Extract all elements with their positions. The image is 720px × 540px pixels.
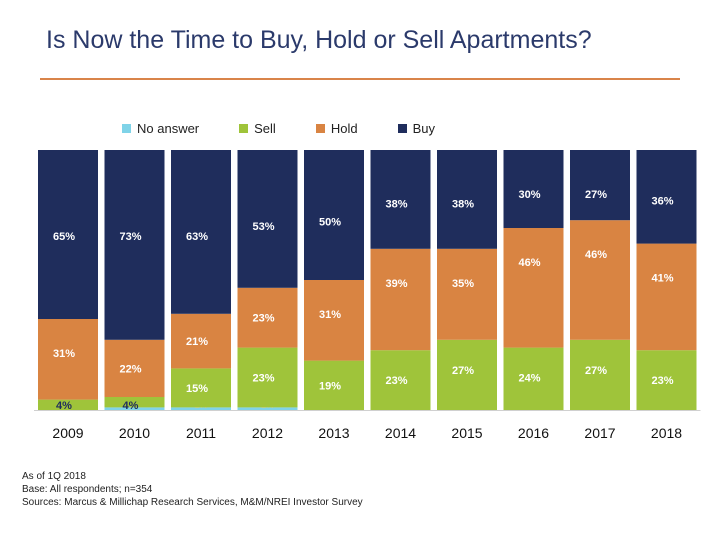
data-label-buy-2016: 30% [518, 189, 540, 201]
bar-hold-2017 [570, 220, 630, 340]
bar-sell-2015 [437, 339, 497, 410]
data-label-hold-2014: 39% [385, 278, 407, 290]
legend-label-hold: Hold [330, 121, 358, 136]
data-label-sell-2009: 4% [56, 400, 72, 412]
data-label-hold-2010: 22% [119, 363, 141, 375]
data-label-sell-2015: 27% [452, 365, 474, 377]
bar-hold-2009 [38, 319, 98, 400]
data-label-buy-2010: 73% [119, 231, 141, 243]
x-tick-label-2012: 2012 [252, 425, 283, 441]
x-tick-label-2017: 2017 [584, 425, 615, 441]
footnote-sources: Sources: Marcus & Millichap Research Ser… [22, 497, 363, 508]
data-label-buy-2011: 63% [186, 231, 208, 243]
bar-sell-2013 [304, 360, 364, 410]
x-tick-label-2018: 2018 [651, 425, 682, 441]
data-label-sell-2018: 23% [651, 375, 673, 387]
legend-swatch-hold [315, 124, 325, 133]
data-label-buy-2017: 27% [585, 189, 607, 201]
legend-label-no-answer: No answer [137, 121, 200, 136]
stacked-bar-chart: 4%31%65%20094%22%73%20101%15%21%63%20111… [34, 150, 701, 441]
data-label-buy-2014: 38% [385, 198, 407, 210]
chart-footnotes: As of 1Q 2018 Base: All respondents; n=3… [22, 470, 363, 509]
bar-no-answer-2012 [237, 407, 298, 410]
x-tick-label-2009: 2009 [52, 425, 83, 441]
bar-buy-2012 [237, 150, 298, 288]
data-label-buy-2018: 36% [651, 195, 673, 207]
bar-sell-2018 [636, 350, 697, 410]
data-label-hold-2011: 21% [186, 336, 208, 348]
bar-sell-2009 [38, 399, 98, 410]
bar-sell-2011 [171, 368, 231, 408]
x-tick-label-2014: 2014 [385, 425, 416, 441]
bar-buy-2017 [570, 150, 630, 221]
legend-swatch-sell [239, 124, 249, 133]
data-label-hold-2017: 46% [585, 249, 607, 261]
data-label-hold-2018: 41% [651, 273, 673, 285]
title-divider [40, 78, 680, 80]
bar-buy-2013 [304, 150, 364, 280]
bar-sell-2014 [370, 350, 431, 410]
legend-swatch-buy [397, 124, 407, 133]
data-label-hold-2009: 31% [53, 348, 75, 360]
data-label-buy-2013: 50% [319, 216, 341, 228]
legend-swatch-no-answer [122, 124, 131, 133]
footnote-date: As of 1Q 2018 [22, 471, 86, 482]
x-tick-label-2010: 2010 [119, 425, 150, 441]
data-label-hold-2016: 46% [518, 257, 540, 269]
x-tick-label-2013: 2013 [318, 425, 349, 441]
data-label-sell-2014: 23% [385, 375, 407, 387]
bar-no-answer-2011 [171, 407, 231, 410]
legend-label-sell: Sell [254, 121, 276, 136]
bar-buy-2009 [38, 150, 98, 319]
x-tick-label-2011: 2011 [186, 425, 216, 441]
x-tick-label-2015: 2015 [451, 425, 482, 441]
chart-legend: No answer Sell Hold Buy [122, 121, 475, 136]
page-title: Is Now the Time to Buy, Hold or Sell Apa… [46, 26, 592, 54]
legend-item-hold: Hold [315, 121, 358, 136]
bar-sell-2017 [570, 339, 630, 410]
data-label-sell-2013: 19% [319, 380, 341, 392]
bar-hold-2018 [636, 243, 697, 351]
data-label-hold-2013: 31% [319, 309, 341, 321]
bar-hold-2012 [237, 287, 298, 348]
legend-item-no-answer: No answer [122, 121, 199, 136]
bar-buy-2016 [503, 150, 564, 228]
data-label-sell-2012: 23% [252, 373, 274, 385]
data-label-sell-2017: 27% [585, 365, 607, 377]
x-tick-label-2016: 2016 [518, 425, 549, 441]
data-label-buy-2012: 53% [252, 221, 274, 233]
data-label-hold-2012: 23% [252, 313, 274, 325]
data-label-sell-2016: 24% [518, 373, 540, 385]
data-label-buy-2009: 65% [53, 231, 75, 243]
bar-hold-2016 [503, 228, 564, 348]
bar-sell-2010 [104, 397, 165, 408]
bar-buy-2011 [171, 150, 231, 314]
bar-sell-2012 [237, 347, 298, 408]
bar-hold-2011 [171, 313, 231, 369]
bar-buy-2010 [104, 150, 165, 340]
data-label-sell-2011: 15% [186, 383, 208, 395]
bar-hold-2014 [370, 248, 431, 351]
data-label-sell-2010: 4% [123, 400, 139, 412]
bar-no-answer-2010 [104, 407, 165, 410]
footnote-base: Base: All respondents; n=354 [22, 484, 153, 495]
bar-buy-2014 [370, 150, 431, 249]
data-label-buy-2015: 38% [452, 198, 474, 210]
legend-label-buy: Buy [412, 121, 435, 136]
bar-hold-2013 [304, 280, 364, 361]
legend-item-sell: Sell [239, 121, 276, 136]
bar-hold-2010 [104, 339, 165, 397]
bar-sell-2016 [503, 347, 564, 410]
data-label-hold-2015: 35% [452, 278, 474, 290]
bar-hold-2015 [437, 248, 497, 340]
bar-buy-2018 [636, 150, 697, 244]
bar-buy-2015 [437, 150, 497, 249]
legend-item-buy: Buy [397, 121, 435, 136]
